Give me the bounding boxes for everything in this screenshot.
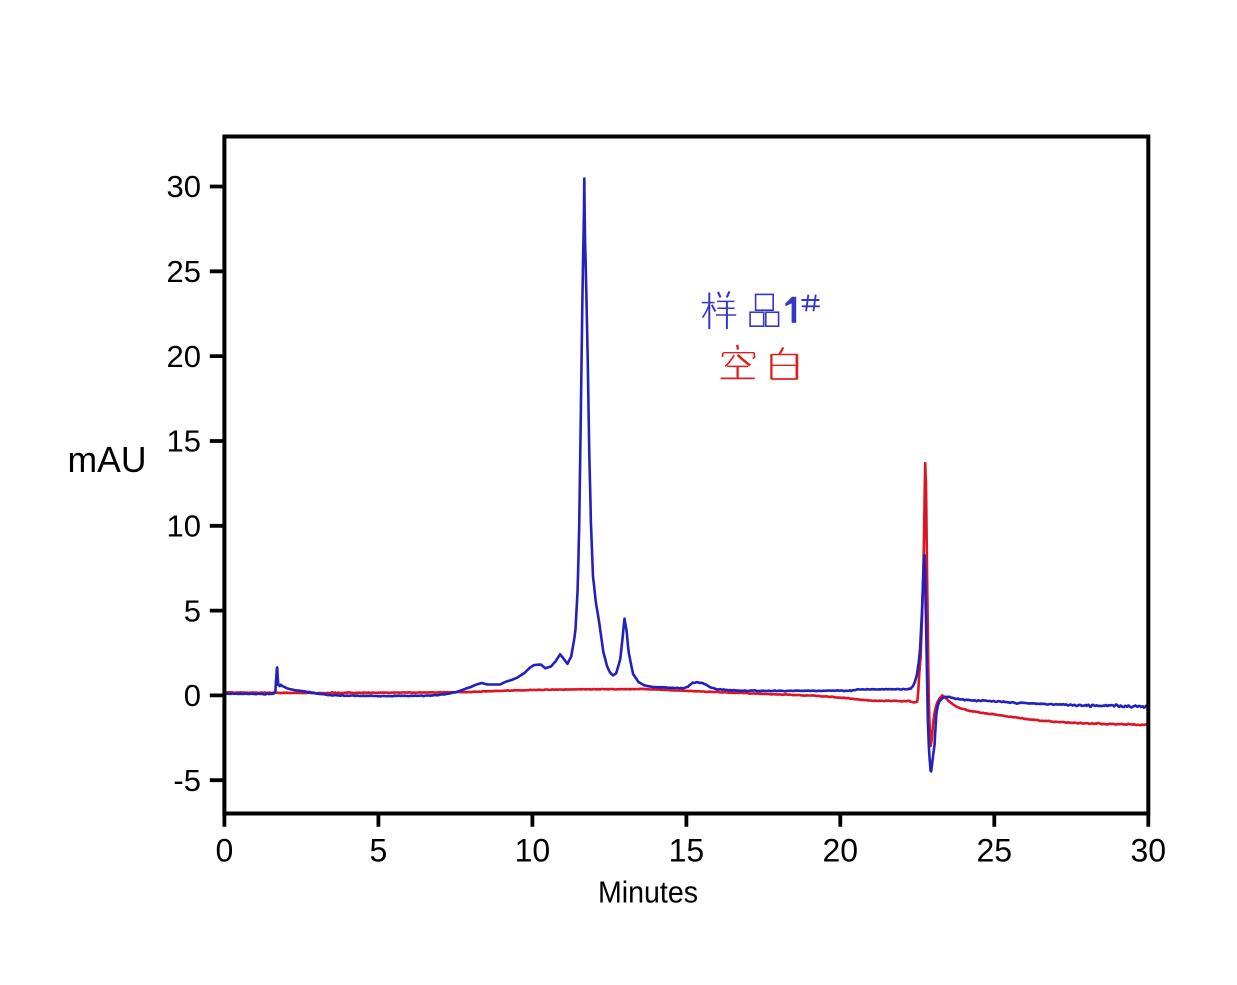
svg-text:Minutes: Minutes (598, 875, 698, 910)
svg-text:15: 15 (669, 832, 705, 868)
svg-text:15: 15 (167, 424, 201, 459)
svg-text:0: 0 (184, 678, 201, 713)
svg-text:5: 5 (184, 593, 201, 628)
svg-text:25: 25 (167, 254, 201, 289)
svg-text:10: 10 (515, 832, 551, 868)
svg-text:30: 30 (167, 169, 201, 204)
svg-text:5: 5 (370, 832, 388, 868)
svg-text:20: 20 (823, 832, 859, 868)
svg-text:25: 25 (977, 832, 1013, 868)
svg-text:mAU: mAU (68, 439, 147, 480)
svg-text:30: 30 (1131, 832, 1167, 868)
svg-text:-5: -5 (173, 763, 201, 798)
svg-text:0: 0 (216, 832, 234, 868)
svg-text:20: 20 (167, 339, 201, 374)
svg-text:10: 10 (167, 509, 201, 544)
